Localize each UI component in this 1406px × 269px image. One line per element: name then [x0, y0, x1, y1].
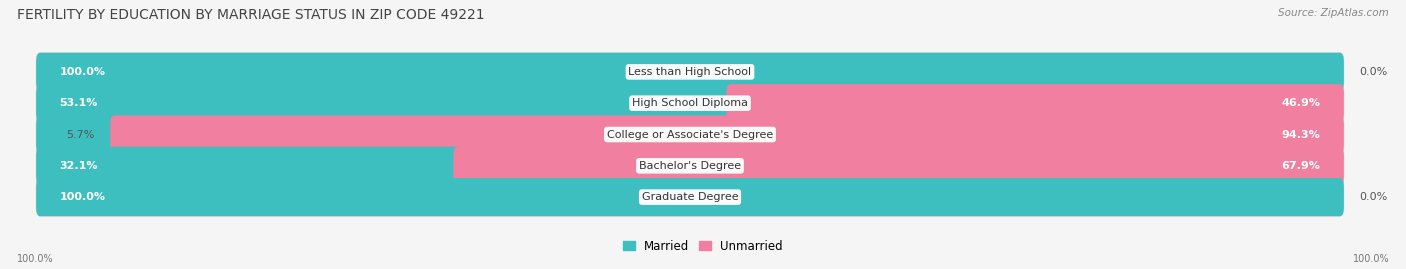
Text: Bachelor's Degree: Bachelor's Degree [638, 161, 741, 171]
Legend: Married, Unmarried: Married, Unmarried [623, 240, 783, 253]
FancyBboxPatch shape [37, 178, 1344, 216]
Text: 46.9%: 46.9% [1281, 98, 1320, 108]
FancyBboxPatch shape [37, 147, 461, 185]
Text: 100.0%: 100.0% [59, 192, 105, 202]
Text: 100.0%: 100.0% [59, 67, 105, 77]
Text: 5.7%: 5.7% [66, 129, 94, 140]
Text: 100.0%: 100.0% [17, 254, 53, 264]
Text: High School Diploma: High School Diploma [633, 98, 748, 108]
Text: Source: ZipAtlas.com: Source: ZipAtlas.com [1278, 8, 1389, 18]
Text: 32.1%: 32.1% [59, 161, 98, 171]
FancyBboxPatch shape [110, 115, 1344, 154]
FancyBboxPatch shape [37, 84, 734, 122]
Text: Graduate Degree: Graduate Degree [641, 192, 738, 202]
Text: College or Associate's Degree: College or Associate's Degree [607, 129, 773, 140]
Text: 0.0%: 0.0% [1360, 67, 1388, 77]
Text: 94.3%: 94.3% [1282, 129, 1320, 140]
FancyBboxPatch shape [37, 84, 1344, 122]
Text: 67.9%: 67.9% [1282, 161, 1320, 171]
FancyBboxPatch shape [37, 178, 1344, 216]
FancyBboxPatch shape [37, 115, 1344, 154]
Text: FERTILITY BY EDUCATION BY MARRIAGE STATUS IN ZIP CODE 49221: FERTILITY BY EDUCATION BY MARRIAGE STATU… [17, 8, 485, 22]
Text: Less than High School: Less than High School [628, 67, 752, 77]
FancyBboxPatch shape [37, 115, 118, 154]
FancyBboxPatch shape [37, 53, 1344, 91]
Text: 53.1%: 53.1% [59, 98, 98, 108]
Text: 0.0%: 0.0% [1360, 192, 1388, 202]
Text: 100.0%: 100.0% [1353, 254, 1389, 264]
FancyBboxPatch shape [727, 84, 1344, 122]
FancyBboxPatch shape [37, 53, 1344, 91]
FancyBboxPatch shape [453, 147, 1344, 185]
FancyBboxPatch shape [37, 147, 1344, 185]
